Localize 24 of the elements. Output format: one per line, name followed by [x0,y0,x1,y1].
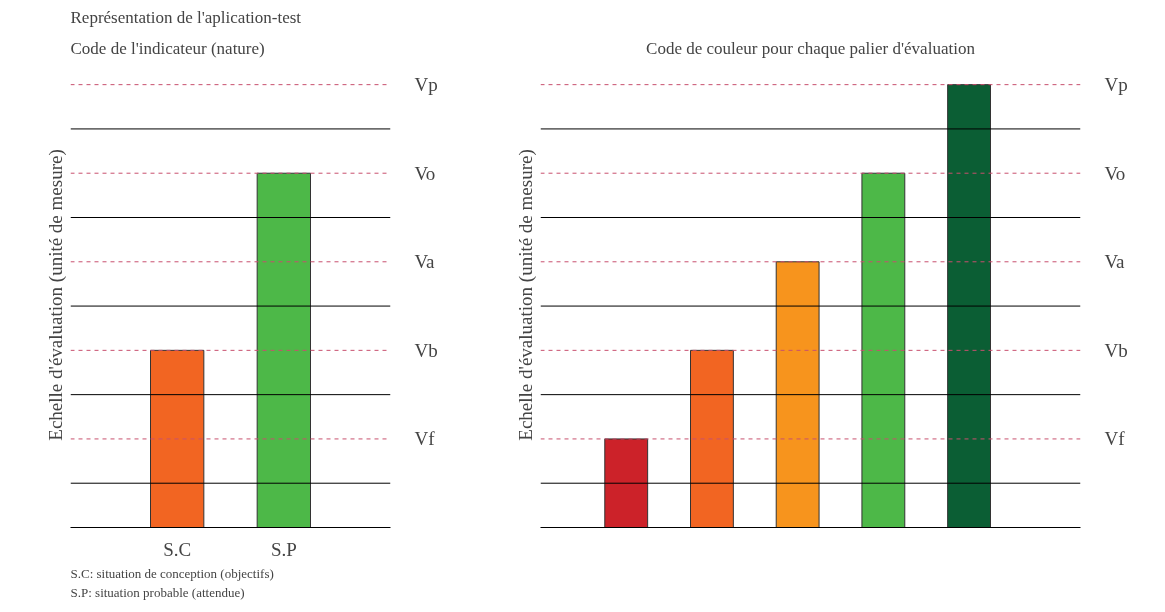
x-tick-label: S.P [270,538,297,560]
bar [604,438,649,528]
chart-title: Représentation de l'aplication-test [70,7,302,27]
text: S.C: situation de conception (objectifs) [70,565,274,581]
ref-line-label: Va [1104,251,1126,273]
ref-line-label: Vf [1104,428,1126,450]
bar [861,172,906,528]
ref-line-label: Vo [414,162,436,184]
x-tick-label: S.C [163,538,192,560]
text: S.P: situation probable (attendue) [70,584,245,600]
chart-subtitle: Code de l'indicateur (nature) [70,38,265,58]
bar [690,349,734,528]
ref-line-label: Va [414,251,436,273]
bar [947,84,991,528]
ref-line-label: Vb [414,339,438,361]
y-axis-title: Echelle d'évaluation (unité de mesure) [514,149,537,441]
bar [775,261,820,528]
ref-line-label: Vf [414,428,436,450]
ref-line-label: Vo [1104,162,1126,184]
ref-line-label: Vp [414,74,438,96]
chart-title: Code de couleur pour chaque palier d'évaluation [646,38,976,58]
ref-line-label: Vb [1104,339,1128,361]
ref-line-label: Vp [1104,74,1128,96]
y-axis-title: Echelle d'évaluation (unité de mesure) [44,149,67,441]
